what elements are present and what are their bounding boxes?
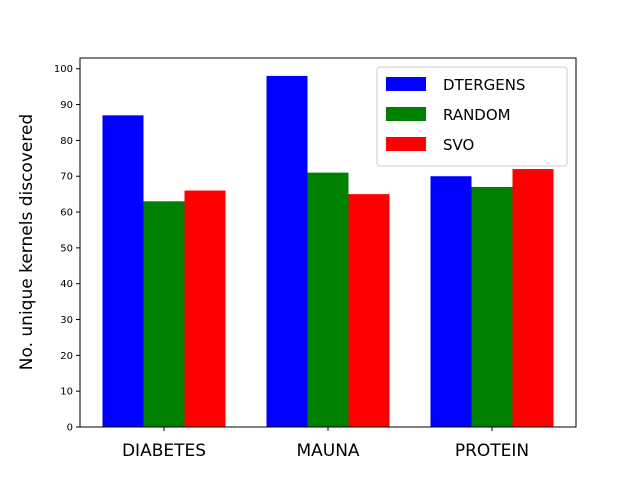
bar-random-diabetes: [143, 201, 185, 427]
y-tick-label: 20: [60, 351, 73, 362]
y-tick-label: 60: [60, 208, 73, 219]
bar-random-protein: [471, 186, 513, 427]
y-tick-label: 80: [60, 136, 73, 147]
y-tick-label: 40: [60, 279, 73, 290]
bar-dtergens-protein: [430, 176, 472, 427]
bar-dtergens-mauna: [266, 75, 308, 427]
bar-svo-protein: [512, 169, 554, 427]
legend-swatch-random: [386, 107, 426, 121]
legend-label-random: RANDOM: [443, 106, 511, 124]
y-axis-title: No. unique kernels discovered: [17, 114, 37, 370]
y-tick-label: 50: [60, 243, 73, 254]
legend-swatch-svo: [386, 137, 426, 151]
legend-label-svo: SVO: [443, 136, 474, 154]
y-tick-label: 100: [54, 64, 73, 75]
y-tick-label: 70: [60, 172, 73, 183]
y-tick-label: 30: [60, 315, 73, 326]
legend-swatch-dtergens: [386, 77, 426, 91]
y-axis: 0 10 20 30 40 50 60 70 80 90 100: [54, 64, 80, 434]
bar-svo-diabetes: [184, 190, 226, 427]
x-tick-label-diabetes: DIABETES: [122, 441, 206, 461]
x-tick-label-mauna: MAUNA: [296, 441, 359, 461]
y-tick-label: 10: [60, 387, 73, 398]
y-tick-label: 90: [60, 100, 73, 111]
x-tick-label-protein: PROTEIN: [455, 441, 529, 461]
bar-dtergens-diabetes: [102, 115, 144, 428]
y-tick-label: 0: [67, 423, 73, 434]
bars-layer: [102, 75, 554, 428]
bar-svo-mauna: [348, 194, 390, 427]
legend-label-dtergens: DTERGENS: [443, 76, 525, 94]
legend: DTERGENS RANDOM SVO: [376, 66, 568, 167]
x-axis: DIABETES MAUNA PROTEIN: [122, 427, 529, 461]
bar-random-mauna: [307, 172, 349, 427]
